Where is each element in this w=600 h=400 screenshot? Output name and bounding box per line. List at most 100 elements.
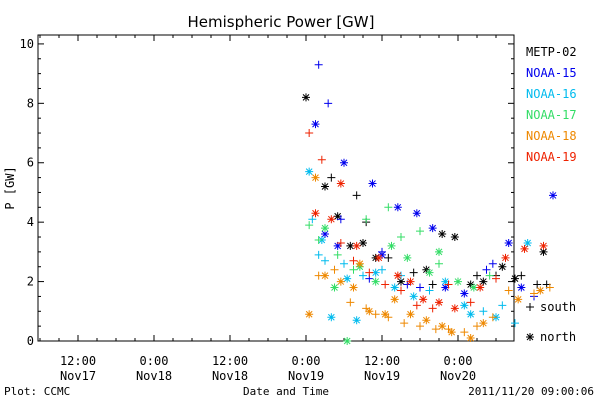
north-point xyxy=(365,307,374,316)
y-axis-label: P [GW] xyxy=(3,166,17,209)
legend-item-noaa-15: NOAA-15 xyxy=(526,66,577,80)
north-point xyxy=(305,310,314,319)
north-point xyxy=(412,209,421,218)
north-point xyxy=(302,93,310,102)
north-point xyxy=(371,268,380,277)
south-point xyxy=(488,313,497,322)
north-point xyxy=(517,283,526,292)
x-tick-time: 0:00 xyxy=(140,354,169,368)
south-point xyxy=(492,274,500,283)
marker-legend-label: north xyxy=(540,330,576,344)
north-point xyxy=(327,215,336,224)
south-point xyxy=(504,286,513,295)
south-point xyxy=(435,259,443,268)
north-point xyxy=(349,283,358,292)
north-point xyxy=(321,224,329,233)
north-point xyxy=(536,286,545,295)
north-point xyxy=(355,259,364,268)
north-point xyxy=(504,238,513,247)
north-point xyxy=(406,277,415,286)
x-axis-label: Date and Time xyxy=(243,385,329,398)
south-point xyxy=(324,99,333,108)
x-tick-date: Nov18 xyxy=(136,369,172,383)
north-point xyxy=(305,167,314,176)
data-points xyxy=(302,60,557,345)
north-point xyxy=(390,283,399,292)
north-point xyxy=(390,295,399,304)
north-point xyxy=(352,241,361,250)
south-point xyxy=(327,173,336,182)
south-point xyxy=(336,238,345,247)
north-point xyxy=(450,304,459,313)
south-point xyxy=(460,328,469,337)
north-point xyxy=(501,253,510,262)
south-point xyxy=(425,286,434,295)
x-tick-time: 0:00 xyxy=(292,354,321,368)
south-point xyxy=(485,271,494,280)
y-tick-label: 6 xyxy=(27,156,34,170)
x-tick-date: Nov20 xyxy=(440,369,476,383)
south-point xyxy=(317,155,326,164)
north-point xyxy=(406,310,415,319)
north-point xyxy=(387,241,396,250)
north-point xyxy=(422,316,431,325)
north-point xyxy=(435,298,443,307)
north-point xyxy=(441,283,450,292)
north-point xyxy=(476,283,485,292)
north-point xyxy=(333,212,342,221)
north-point xyxy=(311,209,320,218)
south-point xyxy=(378,265,386,274)
x-tick-date: Nov17 xyxy=(60,369,96,383)
south-point xyxy=(381,280,390,289)
series-metp-02 xyxy=(302,93,551,289)
legend-item-noaa-18: NOAA-18 xyxy=(526,129,577,143)
x-tick-time: 0:00 xyxy=(444,354,473,368)
south-point xyxy=(416,322,424,331)
series-noaa-15 xyxy=(311,60,557,301)
north-point xyxy=(397,277,405,286)
south-point xyxy=(517,271,526,280)
south-point xyxy=(397,286,405,295)
marker-legend-label: south xyxy=(540,300,576,314)
plot-frame xyxy=(37,34,515,342)
south-point xyxy=(352,191,361,200)
south-point xyxy=(314,60,323,69)
north-point xyxy=(374,253,383,262)
north-point xyxy=(419,295,428,304)
north-point xyxy=(330,283,339,292)
x-tick-date: Nov19 xyxy=(288,369,324,383)
north-point xyxy=(311,173,320,182)
x-tick-time: 12:00 xyxy=(364,354,400,368)
north-point xyxy=(438,322,447,331)
south-point xyxy=(362,215,371,224)
south-point xyxy=(428,304,437,313)
north-point xyxy=(523,238,532,247)
series-noaa-19 xyxy=(305,129,548,313)
north-marker-icon xyxy=(526,333,534,341)
south-point xyxy=(349,256,358,265)
south-point xyxy=(466,298,475,307)
south-point xyxy=(400,319,409,328)
north-point xyxy=(425,268,434,277)
south-point xyxy=(409,268,418,277)
north-point xyxy=(343,337,352,345)
north-point xyxy=(321,271,329,280)
north-point xyxy=(479,319,488,328)
south-point xyxy=(530,289,538,298)
north-point xyxy=(346,241,355,250)
south-point xyxy=(444,280,453,289)
south-point xyxy=(314,250,323,259)
north-point xyxy=(428,224,437,233)
south-point xyxy=(305,129,314,138)
north-point xyxy=(359,238,367,247)
north-point xyxy=(393,203,402,212)
north-point xyxy=(460,301,469,310)
north-point xyxy=(549,191,557,200)
south-point xyxy=(359,271,367,280)
south-point xyxy=(479,307,488,316)
south-point xyxy=(545,283,554,292)
y-tick-label: 0 xyxy=(27,334,34,348)
y-tick-label: 2 xyxy=(27,275,34,289)
plot-timestamp: 2011/11/20 09:00:06 xyxy=(468,385,594,398)
